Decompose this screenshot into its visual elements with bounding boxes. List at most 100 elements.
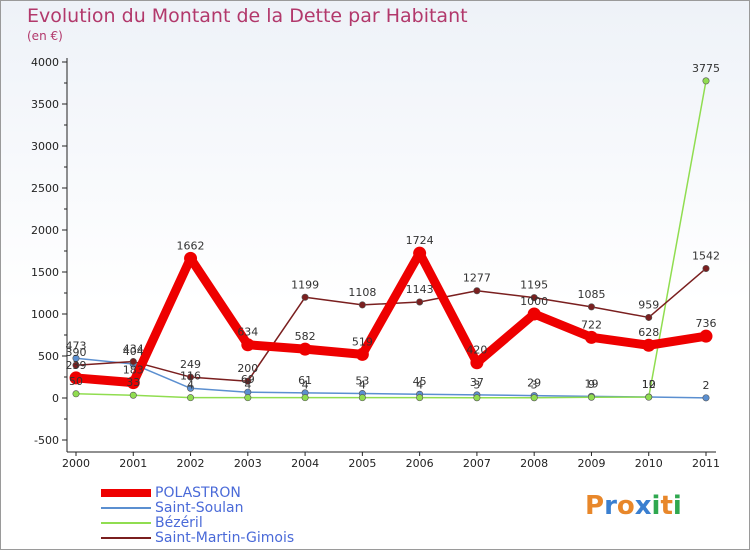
data-point <box>129 391 137 399</box>
data-point <box>470 356 484 370</box>
legend-swatch <box>101 537 151 539</box>
y-tick-label: 500 <box>38 350 59 363</box>
data-label: 4 <box>302 379 309 392</box>
data-label: 434 <box>123 343 144 356</box>
brand-letter: i <box>651 491 661 521</box>
x-tick-label: 2008 <box>520 457 548 470</box>
data-point <box>702 77 710 85</box>
data-label: 2 <box>703 379 710 392</box>
data-label: 3 <box>531 379 538 392</box>
legend-swatch <box>101 489 151 497</box>
data-point <box>416 394 424 402</box>
data-label: 1662 <box>177 239 205 252</box>
data-point <box>702 264 710 272</box>
data-point <box>530 394 538 402</box>
brand-letter: x <box>634 491 652 521</box>
data-label: 4 <box>416 379 423 392</box>
data-label: 61 <box>298 374 312 387</box>
data-point <box>473 287 481 295</box>
data-point <box>126 376 140 390</box>
series-line-Saint-Martin-Gimois <box>75 267 707 382</box>
brand-logo: Proxiti <box>585 491 682 521</box>
data-point <box>187 373 195 381</box>
data-label: 420 <box>466 344 487 357</box>
data-label: 1085 <box>577 288 605 301</box>
x-tick-label: 2003 <box>234 457 262 470</box>
data-point <box>587 393 595 401</box>
data-label: 12 <box>642 378 656 391</box>
data-label: 19 <box>584 377 598 390</box>
series-line-POLASTRON <box>75 248 707 388</box>
data-label: 404 <box>123 345 144 358</box>
y-tick-label: -500 <box>34 434 59 447</box>
x-tick-label: 2006 <box>406 457 434 470</box>
data-label: 628 <box>638 326 659 339</box>
legend-swatch <box>101 507 151 509</box>
data-point <box>702 394 710 402</box>
data-label: 183 <box>123 364 144 377</box>
data-label: 1277 <box>463 272 491 285</box>
data-point <box>241 338 255 352</box>
data-label: 722 <box>581 318 602 331</box>
series-line-Bézéril <box>75 80 707 399</box>
data-label: 249 <box>180 358 201 371</box>
data-point <box>358 301 366 309</box>
chart-subtitle: (en €) <box>27 29 63 43</box>
data-label: 10 <box>642 378 656 391</box>
brand-letter: t <box>660 491 673 521</box>
data-point <box>187 384 195 392</box>
data-point <box>645 393 653 401</box>
data-label: 116 <box>180 369 201 382</box>
y-tick-label: 2500 <box>31 182 59 195</box>
data-point <box>413 246 427 260</box>
data-label: 239 <box>66 359 87 372</box>
data-label: 1724 <box>406 234 434 247</box>
data-label: 1195 <box>520 279 548 292</box>
data-point <box>587 303 595 311</box>
data-label: 3 <box>473 379 480 392</box>
data-point <box>645 313 653 321</box>
data-point <box>699 329 713 343</box>
data-label: 37 <box>470 376 484 389</box>
data-label: 33 <box>126 376 140 389</box>
data-label: 29 <box>527 377 541 390</box>
data-point <box>358 394 366 402</box>
legend-label: Saint-Soulan <box>155 500 244 516</box>
data-label: 53 <box>355 375 369 388</box>
y-tick-label: 3000 <box>31 140 59 153</box>
data-point <box>584 330 598 344</box>
data-point <box>187 394 195 402</box>
x-tick-label: 2010 <box>635 457 663 470</box>
data-label: 1143 <box>406 283 434 296</box>
data-point <box>301 293 309 301</box>
data-label: 4 <box>187 379 194 392</box>
x-tick-label: 2011 <box>692 457 720 470</box>
y-tick-label: 4000 <box>31 56 59 69</box>
data-point <box>298 342 312 356</box>
data-point <box>416 298 424 306</box>
data-point <box>72 361 80 369</box>
data-point <box>244 394 252 402</box>
legend-label: Saint-Martin-Gimois <box>155 530 295 546</box>
data-label: 69 <box>241 373 255 386</box>
x-tick-label: 2009 <box>577 457 605 470</box>
x-tick-label: 2000 <box>62 457 90 470</box>
x-tick-label: 2007 <box>463 457 491 470</box>
y-tick-label: 1500 <box>31 266 59 279</box>
x-tick-label: 2002 <box>177 457 205 470</box>
data-label: 3775 <box>692 62 720 75</box>
data-label: 634 <box>237 326 258 339</box>
data-label: 1199 <box>291 278 319 291</box>
data-label: 45 <box>413 375 427 388</box>
legend-label: Bézéril <box>155 515 203 531</box>
data-point <box>473 394 481 402</box>
brand-letter: o <box>616 491 635 521</box>
data-point <box>129 358 137 366</box>
brand-letter: i <box>672 491 682 521</box>
data-label: 200 <box>237 362 258 375</box>
brand-letter: r <box>604 491 617 521</box>
data-point <box>642 338 656 352</box>
data-label: 736 <box>696 317 717 330</box>
